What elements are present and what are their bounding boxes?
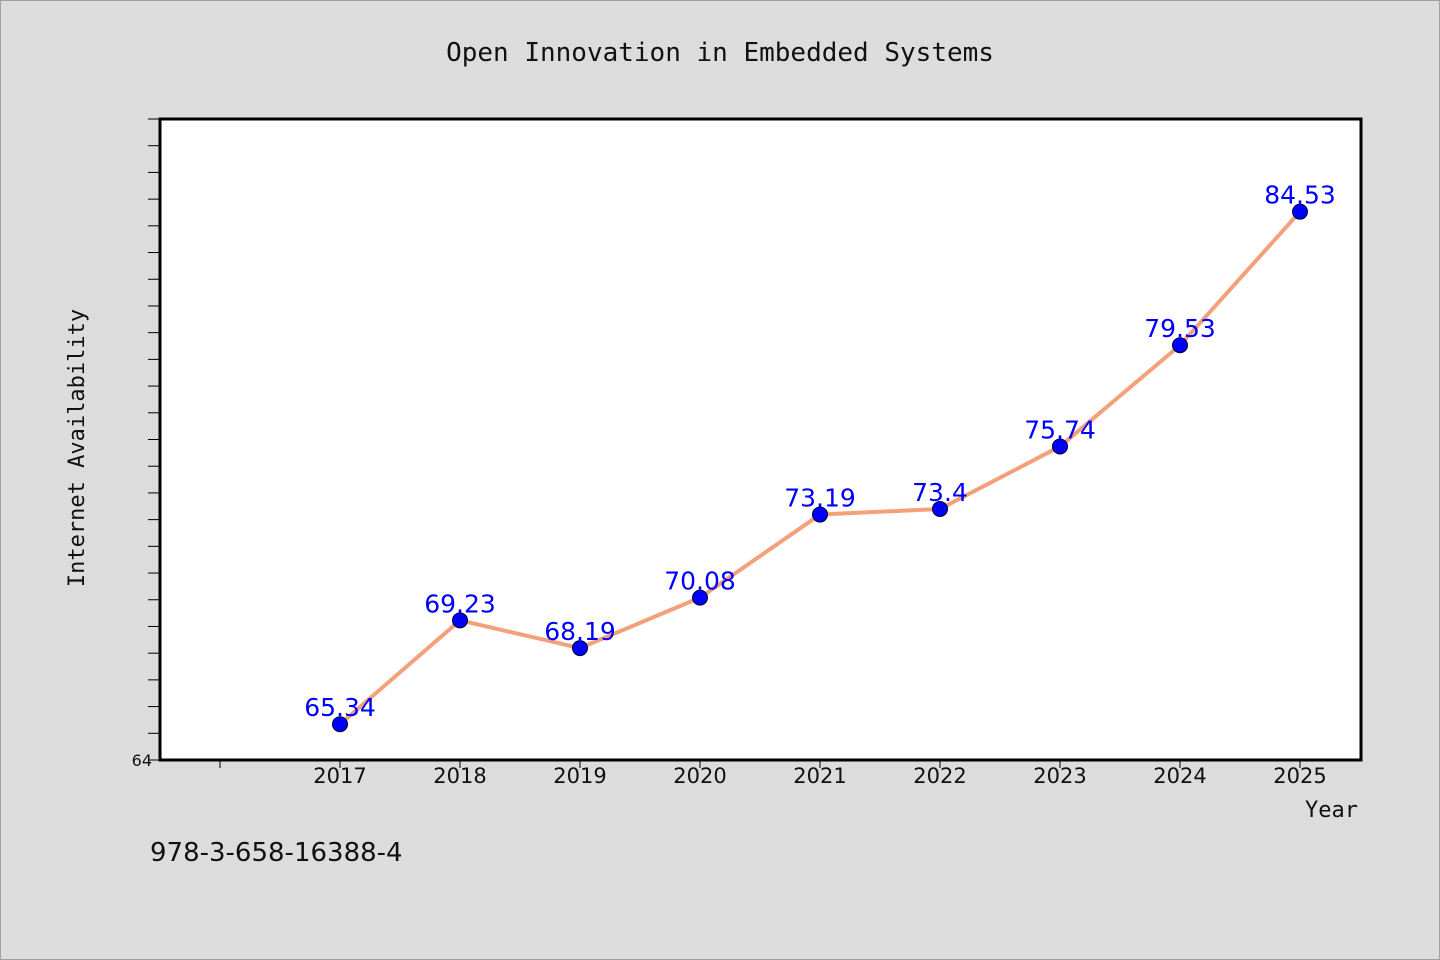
data-point-marker xyxy=(692,589,708,606)
data-label: 70.08 xyxy=(664,567,736,596)
chart-title: Open Innovation in Embedded Systems xyxy=(446,38,994,68)
x-tick-label: 2024 xyxy=(1153,764,1206,788)
x-tick-label: 2017 xyxy=(313,764,366,788)
x-tick-label: 2020 xyxy=(673,764,726,788)
data-label: 65.34 xyxy=(304,693,376,722)
series-line-group: 65.34 69.23 68.19 70.08 73.19 73.4 75.74 79.53 8… xyxy=(304,181,1336,733)
data-point-marker xyxy=(1052,438,1068,455)
x-tick-label: 2019 xyxy=(553,764,606,788)
data-label: 79.53 xyxy=(1144,314,1216,343)
data-point-marker xyxy=(332,716,348,733)
x-tick-label: 2023 xyxy=(1033,764,1086,788)
x-axis-title: Year xyxy=(1305,798,1358,823)
data-label: 69.23 xyxy=(424,589,496,618)
data-label: 73.19 xyxy=(784,484,856,513)
data-point-marker xyxy=(1172,337,1188,354)
data-point-marker xyxy=(1292,203,1308,220)
x-axis-ticks: 2017 2018 2019 2020 2021 2022 2023 2024 2025 xyxy=(219,760,1327,788)
x-tick-label: 2018 xyxy=(433,764,486,788)
data-label: 68.19 xyxy=(544,617,616,646)
data-point-marker xyxy=(812,506,828,523)
data-label: 75.74 xyxy=(1024,415,1096,444)
data-label: 73.4 xyxy=(912,478,968,507)
data-label: 84.53 xyxy=(1264,181,1336,210)
x-tick-label: 2025 xyxy=(1273,764,1326,788)
y-axis-ticks xyxy=(148,118,160,761)
data-point-marker xyxy=(932,500,948,517)
footer-isbn: 978-3-658-16388-4 xyxy=(150,838,403,868)
x-tick-label: 2021 xyxy=(793,764,846,788)
y-axis-title: Internet Availability xyxy=(65,309,90,587)
x-tick-label: 2022 xyxy=(913,764,966,788)
data-point-marker xyxy=(452,612,468,629)
y-axis-min-label: 64 xyxy=(132,751,152,770)
plot-area xyxy=(158,117,1363,762)
data-point-marker xyxy=(572,640,588,657)
